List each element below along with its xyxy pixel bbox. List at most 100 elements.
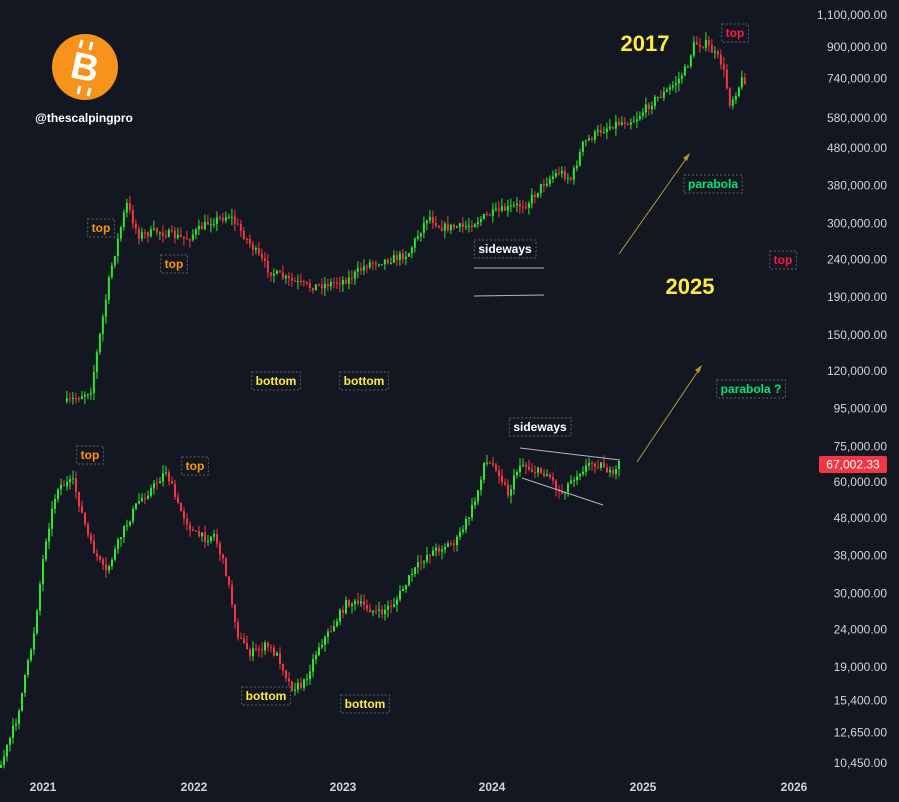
candle-body xyxy=(230,216,233,218)
parabola-arrowhead-2025 xyxy=(695,365,702,373)
candle-body xyxy=(716,51,719,55)
candle-body xyxy=(420,562,422,564)
time-tick-label: 2024 xyxy=(479,780,506,794)
candle-body xyxy=(626,124,629,126)
candle-body xyxy=(288,678,290,682)
candle-body xyxy=(167,230,170,237)
candle-body xyxy=(410,247,413,254)
price-tick-label: 480,000.00 xyxy=(827,141,887,155)
svg-text:bottom: bottom xyxy=(345,697,386,711)
parabola-arrow-2017 xyxy=(618,155,689,255)
candle-body xyxy=(453,543,455,546)
candle-body xyxy=(554,173,557,177)
candle-body xyxy=(527,203,530,208)
candle-body xyxy=(501,475,503,483)
candle-body xyxy=(330,631,332,633)
candle-body xyxy=(404,256,407,260)
candle-body xyxy=(0,764,2,768)
candle-body xyxy=(725,69,728,89)
annotation-top: top xyxy=(160,254,188,274)
candle-body xyxy=(87,524,89,536)
candle-body xyxy=(605,128,608,133)
candle-body xyxy=(158,232,161,234)
candle-body xyxy=(128,203,131,211)
price-tick-label: 580,000.00 xyxy=(827,111,887,125)
candle-body xyxy=(539,184,542,194)
candle-body xyxy=(212,224,215,226)
candle-body xyxy=(215,217,218,225)
annotation-bottom: bottom xyxy=(340,694,390,714)
candle-body xyxy=(603,462,605,468)
candle-body xyxy=(354,600,356,605)
annotation-top: top xyxy=(76,445,104,465)
candle-body xyxy=(272,274,275,276)
candle-body xyxy=(72,478,74,480)
time-axis[interactable]: 2021 2022 2023 2024 2025 2026 xyxy=(30,780,808,794)
candle-body xyxy=(75,478,77,492)
candle-body xyxy=(470,225,473,228)
candle-body xyxy=(402,589,404,592)
candle-body xyxy=(399,591,401,600)
candle-body xyxy=(284,275,287,279)
candle-body xyxy=(482,214,485,220)
candle-body xyxy=(360,601,362,604)
sideways-lower-line-2025 xyxy=(521,477,604,506)
time-tick-label: 2025 xyxy=(630,780,657,794)
candle-body xyxy=(617,121,620,125)
annotations-layer: top top top top top top bottom bottom bottom bott… xyxy=(76,23,797,714)
candle-body xyxy=(477,490,479,502)
candle-body xyxy=(159,481,161,484)
candle-body xyxy=(381,609,383,615)
candle-body xyxy=(491,209,494,216)
candle-body xyxy=(563,171,566,179)
candle-body xyxy=(260,253,263,259)
candle-body xyxy=(488,214,491,216)
candle-body xyxy=(210,536,212,541)
svg-text:2025: 2025 xyxy=(666,274,715,299)
candle-body xyxy=(536,193,539,197)
candle-body xyxy=(344,279,347,284)
candle-body xyxy=(374,263,377,265)
candle-body xyxy=(111,559,113,567)
candle-body xyxy=(218,217,221,219)
candle-body xyxy=(414,567,416,574)
annotation-top: top xyxy=(87,218,115,238)
candle-body xyxy=(405,585,407,589)
candle-body xyxy=(249,649,251,657)
candle-body xyxy=(336,621,338,627)
candle-body xyxy=(224,217,227,221)
candle-body xyxy=(686,66,689,68)
candle-body xyxy=(150,488,152,496)
candle-body xyxy=(495,464,497,471)
candle-body xyxy=(446,223,449,231)
candle-body xyxy=(153,483,155,489)
price-tick-label: 300,000.00 xyxy=(827,217,887,231)
candle-body xyxy=(198,531,200,537)
candle-body xyxy=(300,682,302,688)
candle-body xyxy=(24,674,26,693)
candle-body xyxy=(590,138,593,140)
candle-body xyxy=(600,462,602,468)
candle-body xyxy=(371,262,374,264)
candle-body xyxy=(531,469,533,473)
price-axis[interactable]: 1,100,000.00 900,000.00 740,000.00 580,000.… xyxy=(817,8,887,770)
annotation-parabola: parabola ? xyxy=(716,379,786,399)
candle-body xyxy=(6,744,8,757)
candle-body xyxy=(147,495,149,499)
candle-body xyxy=(326,283,329,287)
candle-body xyxy=(698,44,701,47)
candle-body xyxy=(18,710,20,724)
candle-body xyxy=(266,261,269,273)
candle-body xyxy=(567,483,569,493)
candle-body xyxy=(365,266,368,268)
candle-body xyxy=(465,518,467,530)
candle-body xyxy=(452,224,455,228)
candle-body xyxy=(428,216,431,221)
candle-body xyxy=(69,479,71,483)
candle-body xyxy=(78,492,80,507)
candle-body xyxy=(632,121,635,123)
candle-body xyxy=(119,227,122,239)
candle-body xyxy=(450,543,452,545)
candle-body xyxy=(629,122,632,125)
